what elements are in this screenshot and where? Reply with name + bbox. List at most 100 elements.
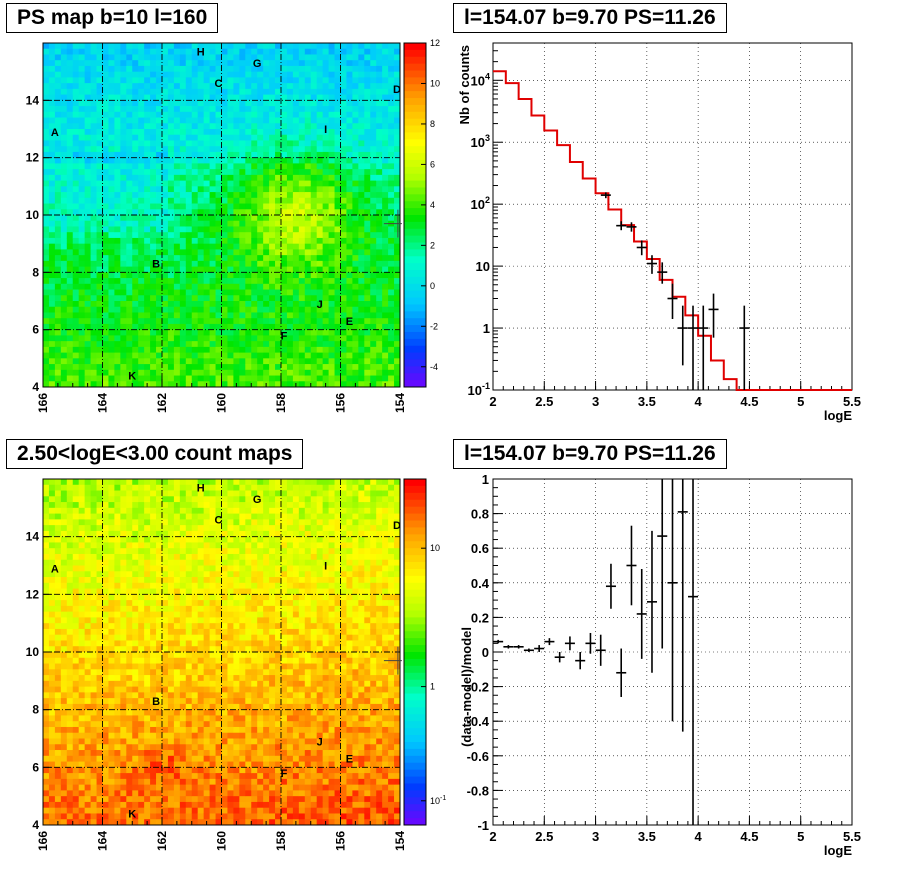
map-cell [60,346,68,353]
map-cell [54,790,62,797]
map-cell [221,375,228,382]
map-cell [257,94,264,101]
map-cell [310,129,318,136]
map-cell [162,272,169,279]
map-cell [239,329,246,336]
map-cell [191,77,199,84]
map-cell [191,215,199,222]
map-cell [251,278,258,285]
map-cell [138,536,145,543]
colorbar-cell [404,49,426,58]
map-cell [388,215,395,222]
map-cell [292,60,300,67]
map-cell [144,801,151,809]
map-cell [173,88,181,95]
map-cell [60,559,68,566]
map-cell [138,301,145,308]
map-cell [388,369,395,376]
map-cell [90,542,97,549]
map-cell [43,640,50,647]
map-cell [120,657,127,664]
map-cell [78,197,86,204]
map-cell [43,801,50,809]
map-cell [48,553,56,561]
map-cell [394,94,401,101]
map-cell [322,134,329,141]
map-cell [90,755,97,762]
map-cell [275,43,282,50]
map-cell [114,358,121,365]
map-cell [48,106,56,113]
map-cell [310,157,318,164]
map-cell [286,174,294,181]
map-cell [66,197,74,204]
map-cell [84,60,91,67]
map-cell [96,341,103,348]
map-cell [310,364,318,371]
map-cell [358,220,365,227]
map-cell [346,226,353,233]
map-cell [167,174,175,181]
map-cell [78,43,86,50]
map-cell [370,83,377,90]
map-cell [108,54,115,61]
map-cell [43,174,50,181]
map-cell [388,306,395,313]
map-cell [221,140,228,147]
map-cell [328,157,335,164]
map-cell [108,732,115,739]
map-cell [108,289,115,296]
map-cell [150,369,157,376]
map-cell [221,129,228,136]
map-cell [90,669,97,676]
map-cell [43,186,50,193]
map-cell [179,186,187,193]
map-cell [43,123,50,130]
map-cell [203,215,210,222]
map-cell [78,346,86,353]
map-cell [144,767,151,774]
map-cell [43,525,50,532]
map-cell [197,94,205,101]
map-cell [144,623,151,630]
map-cell [215,266,222,273]
map-cell [108,819,115,826]
map-cell [156,169,163,176]
map-cell [257,83,264,90]
map-cell [346,255,353,262]
map-cell [102,698,109,705]
map-cell [162,490,169,497]
map-cell [394,48,401,55]
map-cell [215,215,222,222]
map-cell [352,295,359,302]
map-cell [60,54,68,61]
map-cell [233,151,240,159]
map-cell [298,106,306,113]
map-cell [227,232,234,239]
map-cell [96,490,103,497]
map-cell [48,703,56,711]
map-cell [257,352,264,359]
map-cell [120,726,127,734]
map-cell [126,140,133,147]
map-cell [298,341,306,348]
map-cell [150,790,157,797]
map-cell [394,157,401,164]
map-cell [257,71,264,78]
map-cell [84,151,91,159]
map-cell [126,744,133,751]
map-cell [72,605,80,613]
map-cell [167,197,175,204]
map-cell [72,801,80,809]
map-cell [310,117,318,124]
map-cell [233,369,240,376]
map-cell [150,709,157,716]
map-cell [191,180,199,187]
map-cell [269,329,276,336]
map-cell [221,54,228,61]
map-cell [388,346,395,353]
map-cell [43,151,50,159]
map-cell [150,680,157,687]
map-cell [388,157,395,164]
map-cell [120,174,127,181]
